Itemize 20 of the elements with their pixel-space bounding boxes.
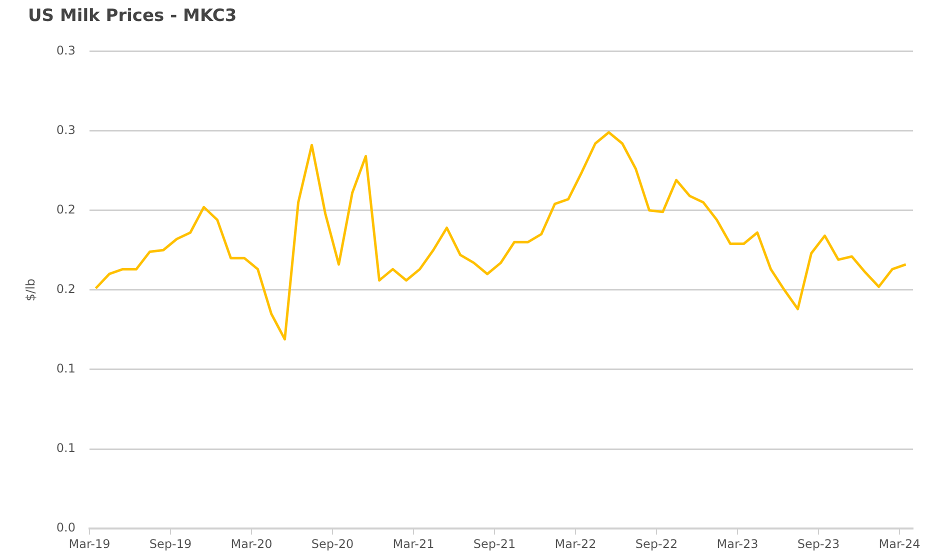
- chart-title: US Milk Prices - MKC3: [28, 6, 237, 26]
- x-tick-label: Mar-20: [230, 536, 272, 551]
- y-axis-title: $/lb: [23, 278, 38, 302]
- y-tick-label: 0.0: [56, 520, 76, 535]
- x-tick-label: Sep-19: [149, 536, 192, 551]
- y-tick-label: 0.2: [56, 202, 76, 216]
- y-tick-label: 0.1: [56, 362, 76, 376]
- x-tick-label: Sep-23: [797, 536, 840, 551]
- x-tick-label: Sep-22: [635, 536, 678, 551]
- x-tick-label: Mar-19: [68, 536, 110, 551]
- x-tick-label: Mar-23: [716, 536, 758, 551]
- x-tick-label: Mar-24: [878, 536, 920, 551]
- y-tick-label: 0.1: [56, 441, 76, 456]
- y-tick-label: 0.2: [56, 282, 76, 296]
- y-tick-label: 0.3: [56, 122, 76, 137]
- x-tick-label: Sep-20: [311, 536, 354, 551]
- x-tick-label: Mar-21: [392, 536, 434, 551]
- x-tick-label: Mar-22: [554, 536, 596, 551]
- y-tick-label: 0.3: [56, 43, 76, 58]
- x-tick-label: Sep-21: [473, 536, 516, 551]
